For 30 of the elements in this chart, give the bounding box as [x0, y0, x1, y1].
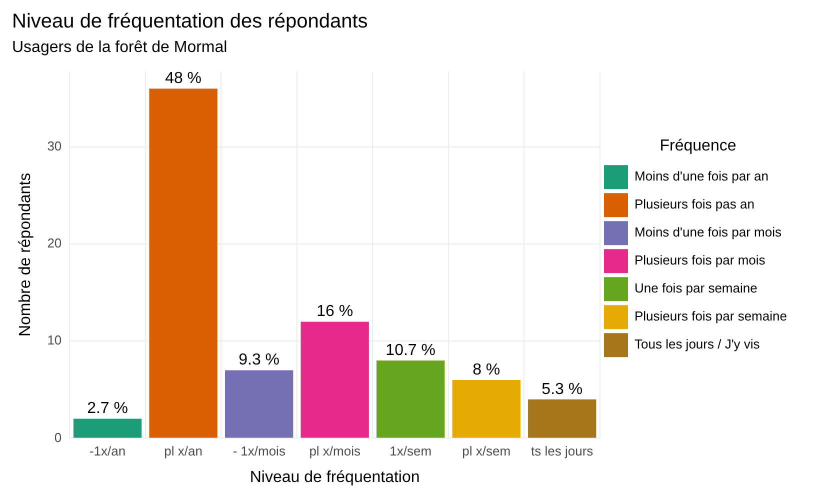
legend-title: Fréquence — [660, 137, 736, 154]
y-axis-title: Nombre de répondants — [17, 172, 34, 337]
x-tick-label: pl x/mois — [309, 444, 361, 459]
chart-title: Niveau de fréquentation des répondants — [12, 10, 368, 33]
legend-label: Moins d'une fois par an — [634, 168, 769, 184]
x-tick-label: pl x/sem — [462, 444, 511, 459]
legend-label: Tous les jours / J'y vis — [634, 336, 760, 352]
y-tick-label: 20 — [47, 236, 62, 251]
annotation: 48 % — [165, 70, 202, 88]
y-tick-label: 0 — [54, 430, 62, 445]
legend-label: Plusieurs fois par mois — [634, 252, 766, 268]
x-tick-label: - 1x/mois — [232, 444, 286, 459]
x-tick-label: pl x/an — [164, 444, 202, 459]
legend-label: Une fois par semaine — [634, 280, 758, 296]
annotation: 2.7 % — [87, 400, 128, 418]
y-tick-label: 10 — [47, 332, 62, 348]
annotation: 16 % — [316, 303, 354, 320]
y-tick-label: 30 — [47, 138, 62, 154]
chart-subtitle: Usagers de la forêt de Mormal — [12, 39, 228, 56]
annotation: 5.3 % — [542, 380, 583, 398]
x-tick-label: ts les jours — [531, 444, 594, 459]
annotation: 8 % — [472, 361, 500, 378]
legend-label: Moins d'une fois par mois — [634, 224, 782, 240]
legend-label: Plusieurs fois par semaine — [634, 308, 787, 324]
x-tick-label: 1x/sem — [390, 444, 432, 459]
annotation: 9.3 % — [238, 352, 280, 369]
annotation: 10.7 % — [386, 342, 436, 359]
legend-label: Plusieurs fois pas an — [634, 196, 754, 212]
x-axis-title: Niveau de fréquentation — [250, 468, 420, 486]
x-tick-label: -1x/an — [89, 444, 126, 459]
